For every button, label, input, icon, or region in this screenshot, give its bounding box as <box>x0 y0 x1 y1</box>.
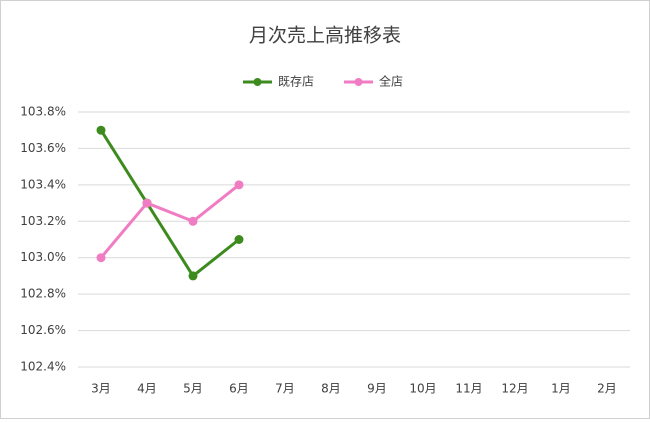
y-tick-label: 102.8% <box>20 287 66 301</box>
data-point <box>234 180 244 190</box>
data-point <box>188 271 198 281</box>
x-tick-label: 10月 <box>409 382 436 396</box>
y-tick-label: 103.6% <box>20 141 66 155</box>
chart-title: 月次売上高推移表 <box>249 25 401 47</box>
y-tick-label: 102.6% <box>20 323 66 337</box>
x-tick-label: 1月 <box>551 382 571 396</box>
y-tick-label: 103.0% <box>20 250 66 264</box>
x-tick-label: 2月 <box>597 382 617 396</box>
x-tick-label: 12月 <box>501 382 528 396</box>
x-tick-label: 4月 <box>137 382 157 396</box>
legend-label: 既存店 <box>278 75 314 89</box>
x-tick-label: 9月 <box>367 382 387 396</box>
y-tick-label: 103.8% <box>20 105 66 119</box>
x-tick-label: 6月 <box>229 382 249 396</box>
x-tick-label: 3月 <box>91 382 111 396</box>
legend-marker <box>253 78 262 86</box>
series-line <box>99 129 240 278</box>
y-tick-label: 102.4% <box>20 360 66 374</box>
data-point <box>96 253 106 263</box>
data-point <box>96 125 106 135</box>
x-tick-label: 8月 <box>321 382 341 396</box>
data-point <box>188 216 198 226</box>
x-tick-label: 7月 <box>275 382 295 396</box>
data-point <box>234 235 244 244</box>
series-line <box>99 183 240 259</box>
data-point <box>142 198 152 208</box>
x-tick-label: 5月 <box>183 382 203 396</box>
y-tick-label: 103.2% <box>20 214 66 228</box>
y-tick-label: 103.4% <box>20 177 66 191</box>
x-tick-label: 11月 <box>455 382 482 396</box>
legend-label: 全店 <box>379 74 403 89</box>
legend-marker <box>354 78 363 86</box>
